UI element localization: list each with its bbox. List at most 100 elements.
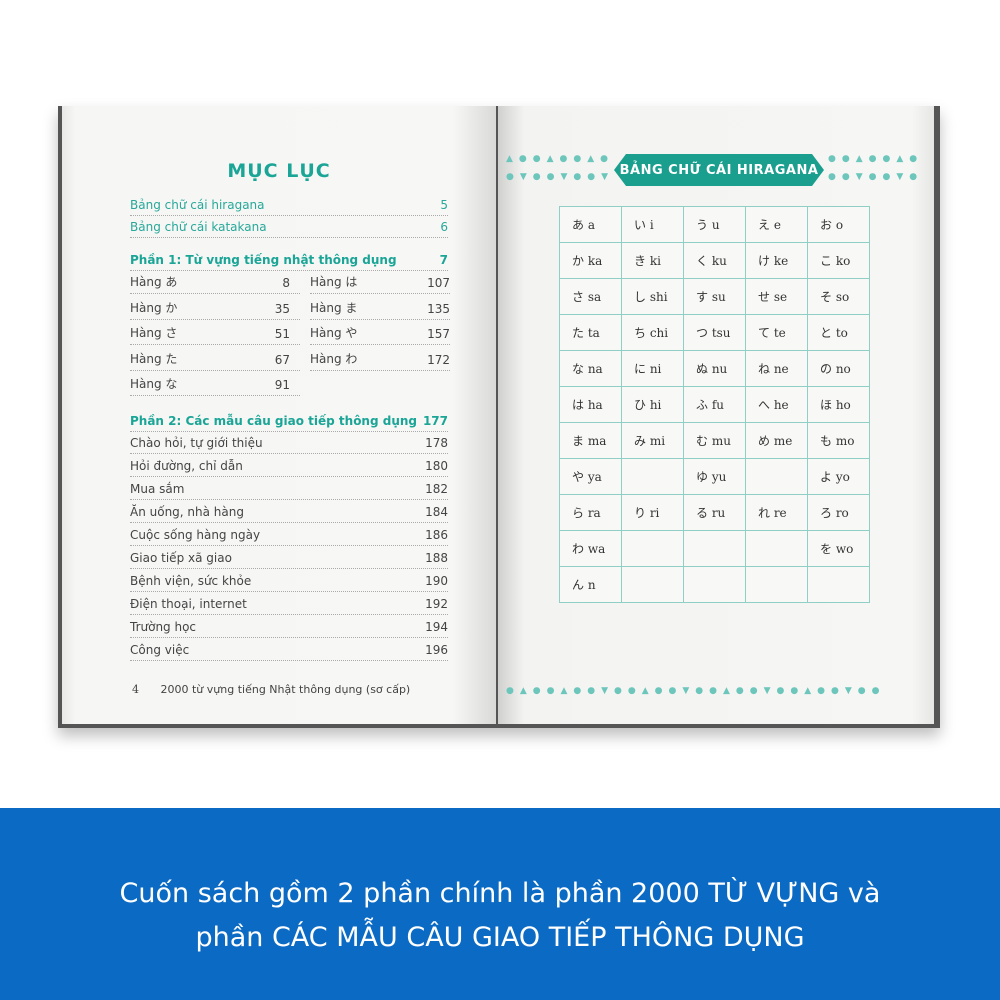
hiragana-cell: を wo [807,530,870,567]
toc-entry-page: 177 [422,414,448,428]
hiragana-cell: か ka [559,242,622,279]
decorative-dots: ●▼●●▼●●▼ [506,172,610,182]
hiragana-cell [683,530,746,567]
toc-entry-label: Hỏi đường, chỉ dẫn [130,459,243,473]
toc-entry: Cuộc sống hàng ngày 186 [130,524,448,546]
toc-entry-page: 196 [425,643,448,657]
toc-entry-page: 91 [274,378,290,392]
hiragana-cell [807,566,870,603]
toc-entry-label: Bảng chữ cái katakana [130,220,267,234]
hiragana-row: ん n [559,566,870,603]
decorative-dots: ●●▼●●▼● [828,172,924,182]
open-book: MỤC LỤC Bảng chữ cái hiragana 5 Bảng chữ c… [58,106,940,728]
hiragana-cell: み mi [621,422,684,459]
toc-entry-label: Bảng chữ cái hiragana [130,198,265,212]
toc-entry-page: 6 [440,220,448,234]
toc-entry: Hàng な 91 [130,374,300,396]
toc-entry-label: Phần 2: Các mẫu câu giao tiếp thông dụng [130,414,418,428]
book-title-footer: 2000 từ vựng tiếng Nhật thông dụng (sơ c… [160,683,411,696]
toc-entry-page: 51 [274,327,290,341]
decorative-dots: ▲●●▲●●▲● [506,154,610,164]
toc-entry: Hàng わ 172 [310,349,450,371]
toc-entry-page: 157 [427,327,450,341]
hiragana-cell: ほ ho [807,386,870,423]
hiragana-cell [621,530,684,567]
hiragana-row: わ wa を wo [559,530,870,567]
decorative-dots: ●●▲●●▲● [828,154,924,164]
hiragana-cell: お o [807,206,870,243]
toc-entry: Hàng か 35 [130,298,300,320]
toc-entry-label: Hàng た [130,351,178,366]
page-footer: 4 2000 từ vựng tiếng Nhật thông dụng (sơ… [132,683,410,696]
hiragana-cell: あ a [559,206,622,243]
hiragana-cell: へ he [745,386,808,423]
toc-entry: Phần 2: Các mẫu câu giao tiếp thông dụng… [130,410,448,432]
hiragana-row: さ sa し shi す su せ se そ so [559,278,870,315]
hiragana-cell: ま ma [559,422,622,459]
toc-entry: Hàng ま 135 [310,298,450,320]
toc-entry-page: 188 [425,551,448,565]
toc-entry-page: 35 [274,301,290,316]
hiragana-cell: ぬ nu [683,350,746,387]
hiragana-cell: り ri [621,494,684,531]
hiragana-cell: て te [745,314,808,351]
hiragana-cell: ひ hi [621,386,684,423]
hiragana-cell: も mo [807,422,870,459]
hiragana-cell: さ sa [559,278,622,315]
toc-entry: Phần 1: Từ vựng tiếng nhật thông dụng 7 [130,249,448,271]
hiragana-cell: い i [621,206,684,243]
toc-entry: Hàng は 107 [310,272,450,294]
toc-entry: Chào hỏi, tự giới thiệu 178 [130,432,448,454]
left-page-table-of-contents: MỤC LỤC Bảng chữ cái hiragana 5 Bảng chữ c… [62,106,496,724]
hiragana-row: な na に ni ぬ nu ね ne の no [559,350,870,387]
hiragana-cell: ろ ro [807,494,870,531]
toc-entry-page: 182 [425,482,448,496]
hiragana-cell: る ru [683,494,746,531]
hiragana-row: は ha ひ hi ふ fu へ he ほ ho [559,386,870,423]
hiragana-row: ら ra り ri る ru れ re ろ ro [559,494,870,531]
toc-entry: Bảng chữ cái hiragana 5 [130,194,448,216]
toc-entry-label: Hàng ま [310,300,358,315]
toc-entry-page: 107 [427,276,450,290]
hiragana-title-banner: BẢNG CHỮ CÁI HIRAGANA [614,154,824,186]
toc-entry-page: 190 [425,574,448,588]
page-number: 4 [132,683,139,696]
hiragana-cell: ち chi [621,314,684,351]
hiragana-cell: れ re [745,494,808,531]
toc-entry-label: Trường học [130,620,197,634]
hiragana-cell: む mu [683,422,746,459]
toc-entry-page: 5 [440,198,448,212]
toc-entry-page: 172 [427,352,450,367]
hiragana-cell [621,458,684,495]
hiragana-cell: え e [745,206,808,243]
toc-entry-label: Hàng わ [310,351,358,366]
caption-line-1: Cuốn sách gồm 2 phần chính là phần 2000 … [119,878,881,909]
toc-entry-page: 7 [439,253,448,267]
toc-entry-label: Hàng か [130,300,178,315]
caption-banner: Cuốn sách gồm 2 phần chính là phần 2000 … [0,808,1000,1000]
hiragana-cell: す su [683,278,746,315]
toc-entry: Hàng や 157 [310,323,450,345]
toc-entry-label: Ăn uống, nhà hàng [130,505,244,519]
toc-title: MỤC LỤC [227,160,331,182]
toc-entry-page: 67 [274,352,290,367]
hiragana-cell: や ya [559,458,622,495]
toc-entry: Hàng さ 51 [130,323,300,345]
toc-entry: Hàng あ 8 [130,272,300,294]
decorative-dots: ●▲●●▲●●▼●●▲●●▼●●▲●●▼●●▲●●▼●● [506,686,886,696]
hiragana-cell: な na [559,350,622,387]
hiragana-cell: の no [807,350,870,387]
hiragana-cell [745,458,808,495]
toc-entry-page: 194 [425,620,448,634]
toc-entry-page: 186 [425,528,448,542]
toc-entry-label: Phần 1: Từ vựng tiếng nhật thông dụng [130,253,397,267]
toc-entry: Ăn uống, nhà hàng 184 [130,501,448,523]
hiragana-cell: こ ko [807,242,870,279]
hiragana-row: ま ma み mi む mu め me も mo [559,422,870,459]
toc-entry: Trường học 194 [130,616,448,638]
hiragana-row: や ya ゆ yu よ yo [559,458,870,495]
toc-entry-label: Chào hỏi, tự giới thiệu [130,436,263,450]
hiragana-cell [683,566,746,603]
